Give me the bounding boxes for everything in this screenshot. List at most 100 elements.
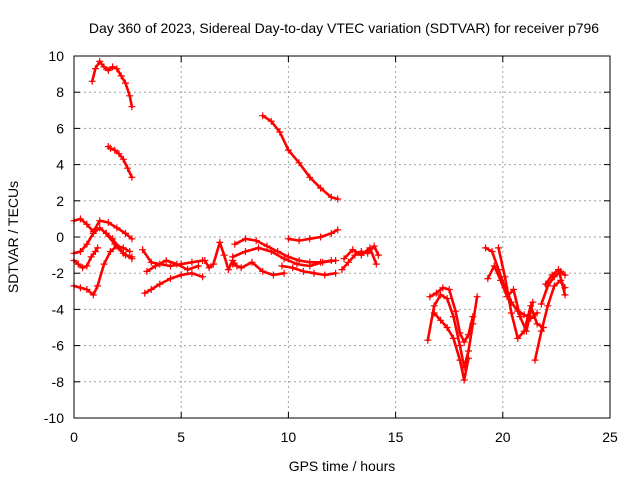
data-point: [550, 282, 558, 290]
data-point: [194, 262, 202, 270]
data-point: [119, 155, 127, 163]
data-point: [83, 220, 91, 228]
data-point: [184, 266, 192, 274]
data-point: [332, 269, 340, 277]
data-point: [340, 255, 348, 263]
data-point: [349, 246, 357, 254]
data-point: [465, 347, 472, 355]
data-point: [548, 271, 556, 279]
data-point: [88, 77, 96, 85]
x-tick-label: 25: [602, 429, 618, 445]
data-point: [510, 286, 517, 293]
data-point: [366, 244, 374, 252]
data-point: [100, 63, 108, 71]
data-point: [280, 255, 288, 263]
data-point: [128, 255, 136, 263]
data-point: [469, 313, 477, 321]
series-arc-morning-c: [143, 257, 202, 275]
data-point: [310, 269, 318, 277]
data-point: [327, 193, 335, 201]
data-point: [452, 307, 460, 315]
data-point: [216, 238, 224, 246]
data-point: [306, 262, 314, 270]
data-point: [531, 356, 539, 364]
data-point: [276, 128, 284, 136]
data-point: [317, 233, 325, 241]
data-point: [109, 63, 117, 71]
data-point: [490, 262, 498, 270]
series-arc-mid-hump: [284, 226, 342, 245]
data-point: [113, 65, 121, 73]
series-trace: [426, 293, 479, 369]
data-point: [96, 57, 104, 65]
data-point: [334, 226, 342, 234]
series-trace: [544, 268, 567, 297]
series-trace: [432, 311, 470, 382]
data-point: [162, 257, 170, 264]
data-point: [141, 289, 149, 297]
series-arc-left-drop: [70, 244, 102, 272]
series-arc-late-noon-b: [340, 244, 380, 268]
data-point: [561, 291, 569, 299]
data-point: [561, 271, 569, 279]
data-point: [254, 244, 262, 252]
data-point: [437, 316, 445, 324]
y-tick-label: -4: [52, 301, 65, 317]
data-point: [126, 92, 134, 100]
data-point: [306, 173, 314, 181]
series-arc-mid-a: [231, 235, 335, 266]
data-point: [520, 311, 528, 319]
series-trace: [104, 232, 134, 260]
data-point: [514, 334, 522, 342]
data-point: [128, 103, 136, 111]
data-point: [295, 159, 303, 167]
data-point: [143, 267, 151, 275]
data-point: [456, 342, 464, 350]
data-point: [83, 286, 91, 293]
data-point: [284, 235, 292, 243]
data-point: [460, 376, 468, 384]
data-point: [115, 150, 123, 158]
data-point: [199, 273, 207, 281]
data-point: [450, 334, 457, 342]
data-point: [351, 251, 359, 259]
data-point: [432, 289, 440, 297]
data-point: [465, 354, 472, 362]
data-point: [111, 146, 119, 154]
series-trace: [72, 244, 131, 297]
data-point: [520, 327, 528, 335]
series-arc-mid-upper: [104, 143, 136, 181]
data-point: [96, 217, 104, 225]
data-point: [456, 329, 464, 337]
series-arc-mid-c: [229, 258, 288, 279]
data-point: [167, 275, 174, 283]
series-arc-night-f: [542, 266, 569, 299]
data-point: [156, 280, 164, 288]
data-point: [89, 291, 97, 299]
data-point: [229, 253, 237, 261]
data-point: [269, 271, 277, 279]
data-point: [74, 260, 82, 268]
data-point: [259, 267, 267, 275]
data-point: [334, 195, 342, 203]
data-point: [83, 262, 91, 270]
data-point: [473, 293, 481, 301]
y-tick-label: 8: [56, 84, 64, 100]
data-point: [439, 284, 447, 292]
data-point: [167, 262, 174, 270]
data-point: [259, 112, 267, 120]
data-point: [278, 262, 286, 270]
data-point: [374, 251, 382, 259]
data-point: [96, 224, 104, 232]
data-point: [533, 309, 541, 317]
y-tick-label: -2: [52, 265, 65, 281]
data-point: [299, 267, 307, 275]
data-point: [372, 260, 380, 268]
data-point: [488, 248, 496, 255]
data-point: [147, 258, 155, 266]
data-point: [126, 248, 134, 255]
data-point: [104, 67, 112, 74]
data-point: [284, 146, 292, 154]
